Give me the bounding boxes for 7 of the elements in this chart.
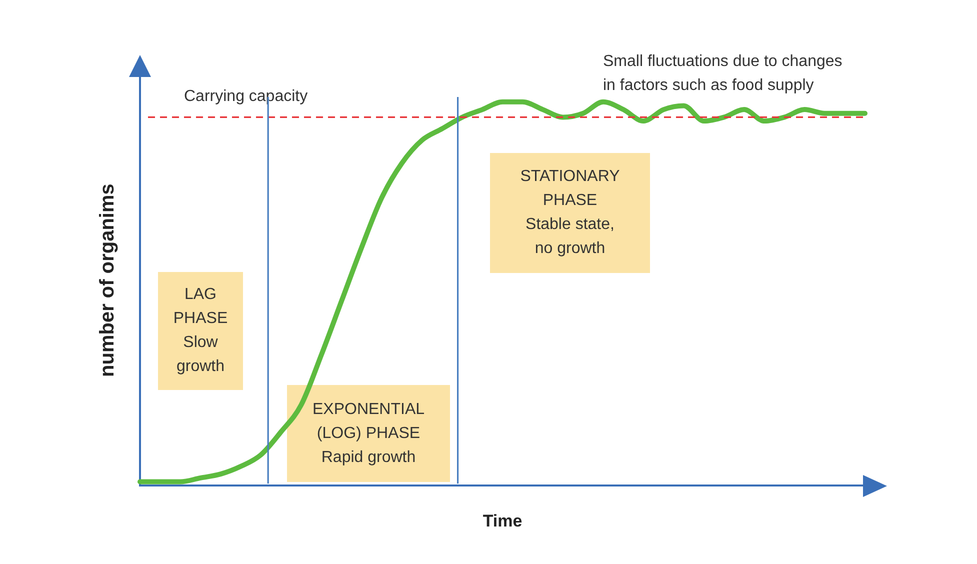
text: Small fluctuations due to changes in factors such as food supply <box>603 52 842 96</box>
note-box: STATIONARY PHASE Stable state, no growth <box>490 153 650 273</box>
note-box: EXPONENTIAL (LOG) PHASE Rapid growth <box>287 385 450 482</box>
y-axis-title: number of organims <box>96 184 119 377</box>
note-box: LAG PHASE Slow growth <box>158 272 243 390</box>
ref-line-label: Carrying capacity <box>184 88 308 106</box>
x-axis-title: Time <box>482 511 522 530</box>
